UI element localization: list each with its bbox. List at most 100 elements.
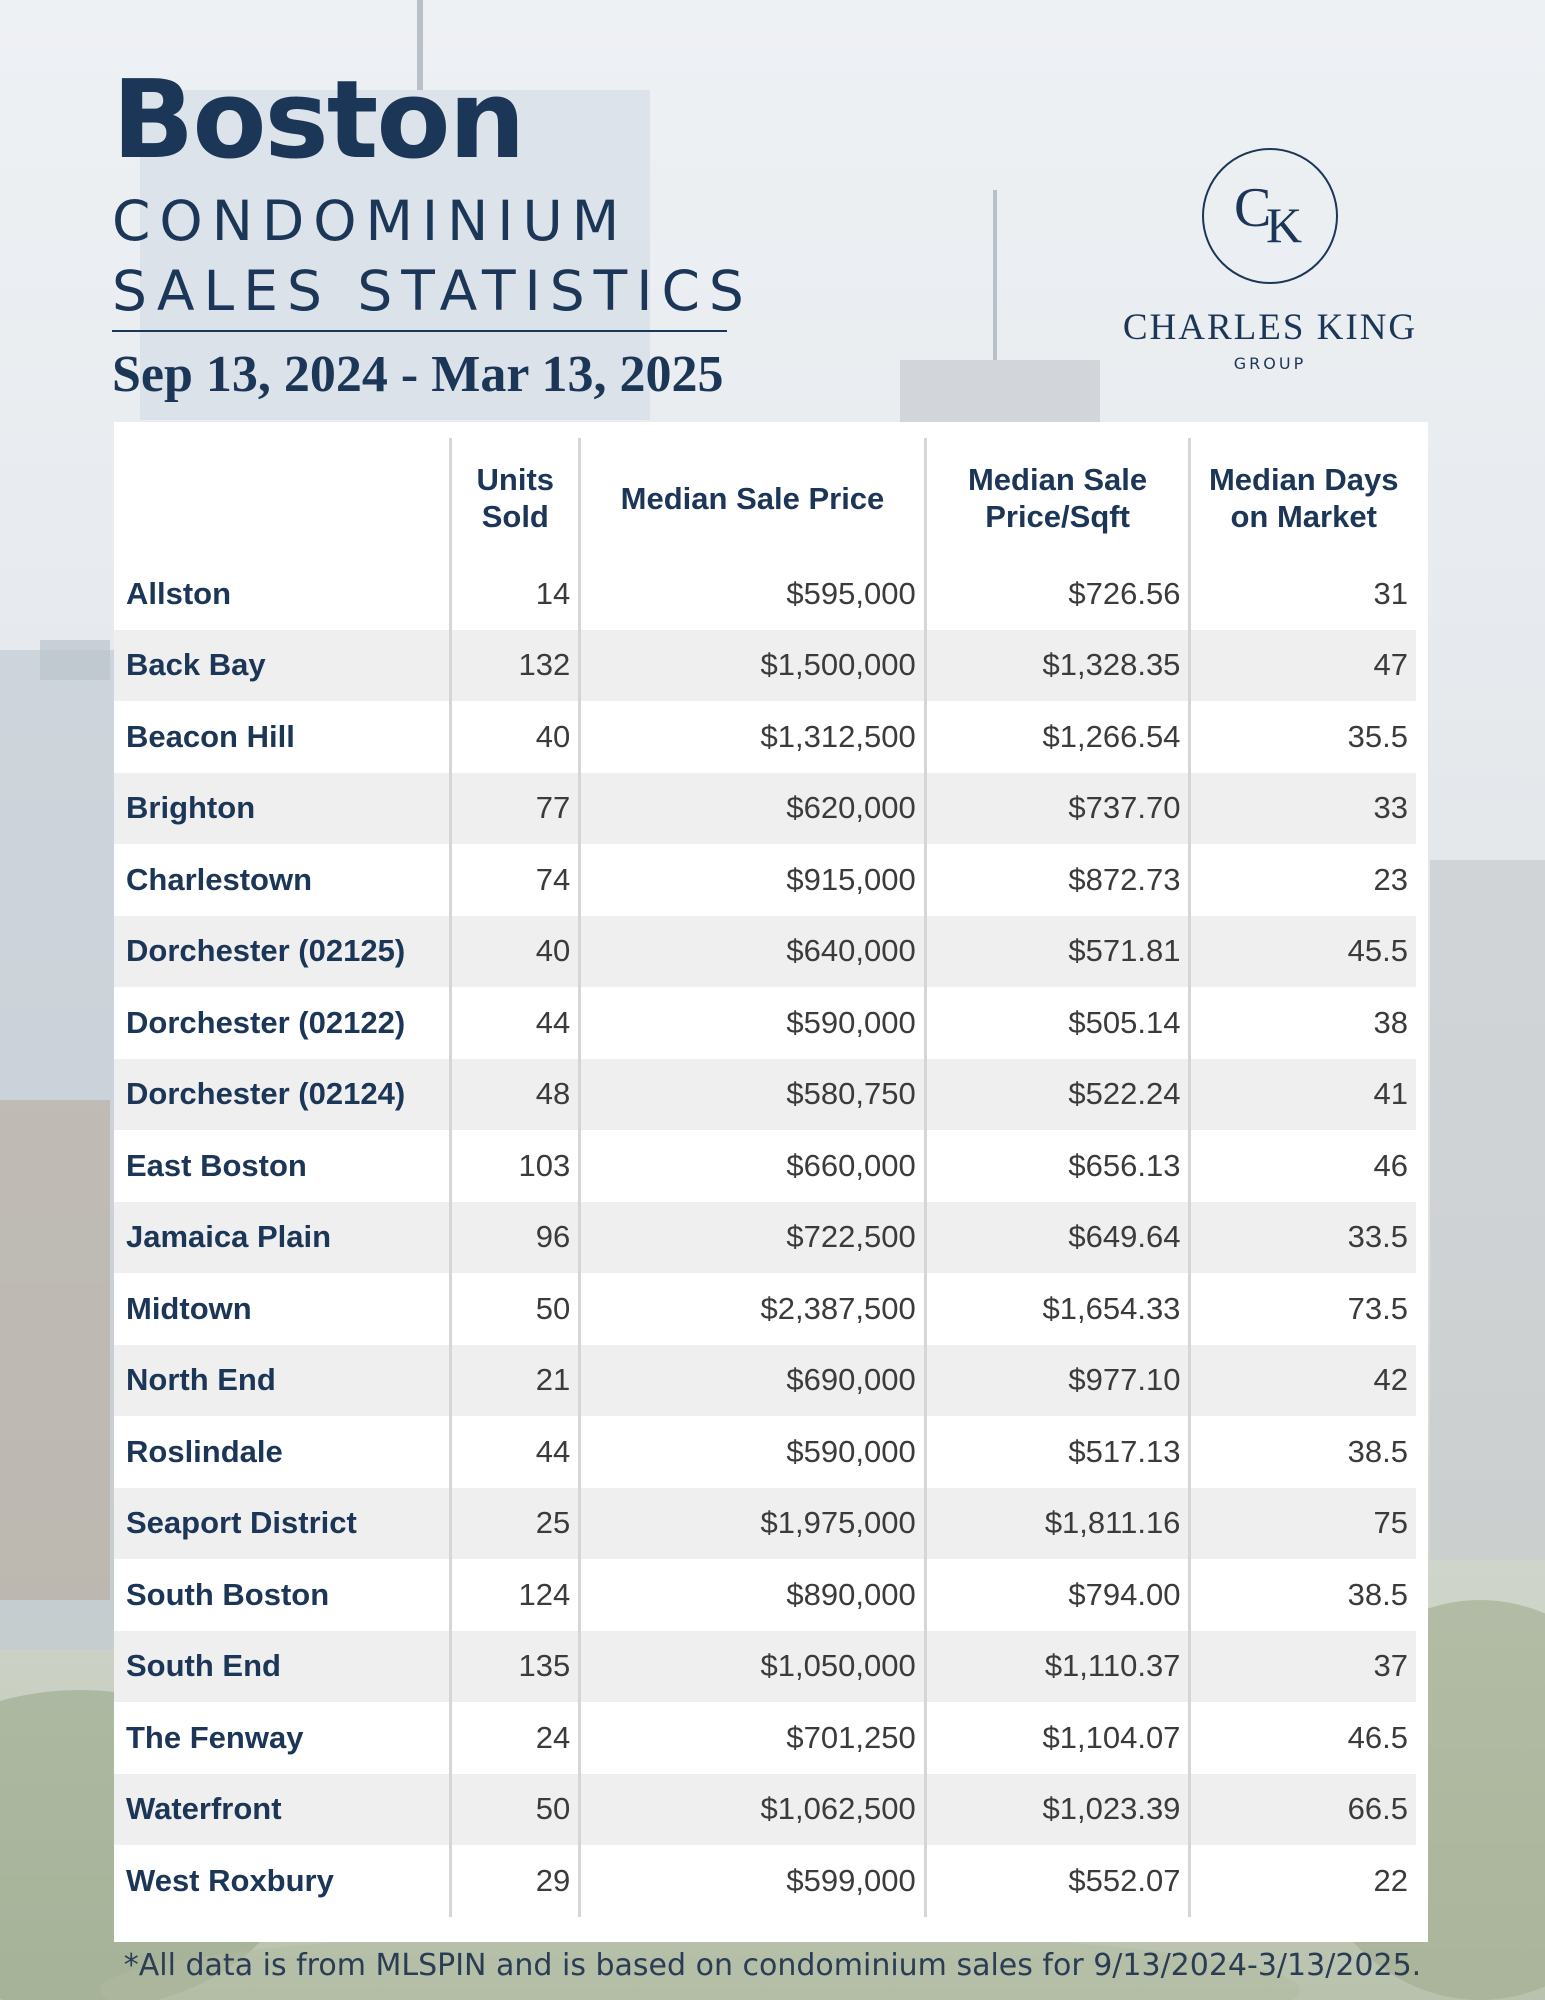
median-price-cell: $2,387,500 bbox=[578, 1273, 926, 1345]
units-sold-cell: 50 bbox=[449, 1773, 580, 1845]
price-per-sqft-cell: $522.24 bbox=[923, 1058, 1190, 1130]
days-on-market-cell: 45.5 bbox=[1188, 915, 1416, 987]
city-title: Boston bbox=[112, 58, 526, 183]
table-row: Seaport District 25 $1,975,000 $1,811.16 75 bbox=[114, 1487, 1416, 1559]
logo-group: GROUP bbox=[1233, 354, 1307, 373]
table-row: East Boston 103 $660,000 $656.13 46 bbox=[114, 1130, 1416, 1202]
price-per-sqft-cell: $977.10 bbox=[923, 1344, 1190, 1416]
neighborhood-cell: Allston bbox=[126, 575, 232, 611]
days-on-market-cell: 31 bbox=[1188, 558, 1416, 630]
days-on-market-cell: 73.5 bbox=[1188, 1273, 1416, 1345]
units-sold-cell: 135 bbox=[449, 1630, 580, 1702]
median-price-cell: $599,000 bbox=[578, 1845, 926, 1917]
table-row: Charlestown 74 $915,000 $872.73 23 bbox=[114, 844, 1416, 916]
median-price-cell: $890,000 bbox=[578, 1559, 926, 1631]
days-on-market-cell: 66.5 bbox=[1188, 1773, 1416, 1845]
units-sold-cell: 132 bbox=[449, 629, 580, 701]
table-header-row: Units Sold Median Sale Price Median Sale… bbox=[114, 438, 1416, 558]
neighborhood-cell: West Roxbury bbox=[126, 1862, 334, 1898]
median-price-cell: $1,062,500 bbox=[578, 1773, 926, 1845]
neighborhood-cell: East Boston bbox=[126, 1147, 307, 1183]
neighborhood-cell: Dorchester (02125) bbox=[114, 915, 451, 987]
table-row: Jamaica Plain 96 $722,500 $649.64 33.5 bbox=[114, 1201, 1416, 1273]
table-row: Midtown 50 $2,387,500 $1,654.33 73.5 bbox=[114, 1273, 1416, 1345]
neighborhood-cell: Beacon Hill bbox=[126, 718, 295, 754]
neighborhood-cell: Midtown bbox=[126, 1290, 252, 1326]
table-row: Waterfront 50 $1,062,500 $1,023.39 66.5 bbox=[114, 1773, 1416, 1845]
neighborhood-cell: Back Bay bbox=[114, 629, 451, 701]
median-price-cell: $640,000 bbox=[578, 915, 926, 987]
neighborhood-cell: Brighton bbox=[114, 772, 451, 844]
median-price-cell: $690,000 bbox=[578, 1344, 926, 1416]
neighborhood-cell: Dorchester (02124) bbox=[114, 1058, 451, 1130]
days-on-market-cell: 33.5 bbox=[1188, 1201, 1416, 1273]
neighborhood-cell: Dorchester (02122) bbox=[126, 1004, 406, 1040]
neighborhood-cell: North End bbox=[114, 1344, 451, 1416]
median-price-cell: $701,250 bbox=[578, 1702, 926, 1774]
column-header-median-price-sqft: Median Sale Price/Sqft bbox=[923, 438, 1190, 558]
price-per-sqft-cell: $505.14 bbox=[923, 987, 1190, 1059]
neighborhood-cell: The Fenway bbox=[126, 1719, 304, 1755]
days-on-market-cell: 22 bbox=[1188, 1845, 1416, 1917]
price-per-sqft-cell: $517.13 bbox=[923, 1416, 1190, 1488]
price-per-sqft-cell: $1,023.39 bbox=[923, 1773, 1190, 1845]
units-sold-cell: 44 bbox=[449, 987, 580, 1059]
units-sold-cell: 40 bbox=[449, 915, 580, 987]
days-on-market-cell: 47 bbox=[1188, 629, 1416, 701]
units-sold-cell: 96 bbox=[449, 1201, 580, 1273]
table-row: Brighton 77 $620,000 $737.70 33 bbox=[114, 772, 1416, 844]
units-sold-cell: 124 bbox=[449, 1559, 580, 1631]
table-row: Roslindale 44 $590,000 $517.13 38.5 bbox=[114, 1416, 1416, 1488]
days-on-market-cell: 23 bbox=[1188, 844, 1416, 916]
page-header: Boston CONDOMINIUM SALES STATISTICS Sep … bbox=[112, 66, 753, 410]
table-row: Back Bay 132 $1,500,000 $1,328.35 47 bbox=[114, 629, 1416, 701]
neighborhood-cell: Roslindale bbox=[126, 1433, 283, 1469]
median-price-cell: $915,000 bbox=[578, 844, 926, 916]
median-price-cell: $1,312,500 bbox=[578, 701, 926, 773]
column-header-median-sale-price: Median Sale Price bbox=[578, 438, 926, 558]
price-per-sqft-cell: $726.56 bbox=[923, 558, 1190, 630]
median-price-cell: $580,750 bbox=[578, 1058, 926, 1130]
price-per-sqft-cell: $552.07 bbox=[923, 1845, 1190, 1917]
days-on-market-cell: 38.5 bbox=[1188, 1559, 1416, 1631]
median-price-cell: $595,000 bbox=[578, 558, 926, 630]
neighborhood-cell: South End bbox=[114, 1630, 451, 1702]
median-price-cell: $722,500 bbox=[578, 1201, 926, 1273]
units-sold-cell: 48 bbox=[449, 1058, 580, 1130]
table-row: Dorchester (02122) 44 $590,000 $505.14 38 bbox=[114, 987, 1416, 1059]
units-sold-cell: 25 bbox=[449, 1487, 580, 1559]
table-row: The Fenway 24 $701,250 $1,104.07 46.5 bbox=[114, 1702, 1416, 1774]
column-header-units-sold: Units Sold bbox=[449, 438, 580, 558]
units-sold-cell: 21 bbox=[449, 1344, 580, 1416]
price-per-sqft-cell: $872.73 bbox=[923, 844, 1190, 916]
table-row: West Roxbury 29 $599,000 $552.07 22 bbox=[114, 1845, 1416, 1917]
neighborhood-cell: Waterfront bbox=[114, 1773, 451, 1845]
price-per-sqft-cell: $737.70 bbox=[923, 772, 1190, 844]
neighborhood-cell: Seaport District bbox=[114, 1487, 451, 1559]
table-row: South Boston 124 $890,000 $794.00 38.5 bbox=[114, 1559, 1416, 1631]
table-row: Dorchester (02125) 40 $640,000 $571.81 45.5 bbox=[114, 915, 1416, 987]
neighborhood-cell: Jamaica Plain bbox=[114, 1201, 451, 1273]
footnote: *All data is from MLSPIN and is based on… bbox=[123, 1948, 1422, 1983]
units-sold-cell: 40 bbox=[449, 701, 580, 773]
days-on-market-cell: 42 bbox=[1188, 1344, 1416, 1416]
subtitle-line-1: CONDOMINIUM bbox=[112, 189, 629, 253]
median-price-cell: $1,500,000 bbox=[578, 629, 926, 701]
price-per-sqft-cell: $649.64 bbox=[923, 1201, 1190, 1273]
units-sold-cell: 44 bbox=[449, 1416, 580, 1488]
units-sold-cell: 29 bbox=[449, 1845, 580, 1917]
units-sold-cell: 77 bbox=[449, 772, 580, 844]
logo-name: CHARLES KING bbox=[1122, 307, 1418, 348]
price-per-sqft-cell: $571.81 bbox=[923, 915, 1190, 987]
table-row: Dorchester (02124) 48 $580,750 $522.24 41 bbox=[114, 1058, 1416, 1130]
days-on-market-cell: 33 bbox=[1188, 772, 1416, 844]
neighborhood-cell: Charlestown bbox=[126, 861, 313, 897]
days-on-market-cell: 46.5 bbox=[1188, 1702, 1416, 1774]
units-sold-cell: 103 bbox=[449, 1130, 580, 1202]
column-header-neighborhood bbox=[114, 438, 451, 558]
price-per-sqft-cell: $656.13 bbox=[923, 1130, 1190, 1202]
date-range: Sep 13, 2024 - Mar 13, 2025 bbox=[112, 346, 724, 403]
price-per-sqft-cell: $1,110.37 bbox=[923, 1630, 1190, 1702]
stats-table-card: Units Sold Median Sale Price Median Sale… bbox=[114, 422, 1428, 1942]
price-per-sqft-cell: $794.00 bbox=[923, 1559, 1190, 1631]
